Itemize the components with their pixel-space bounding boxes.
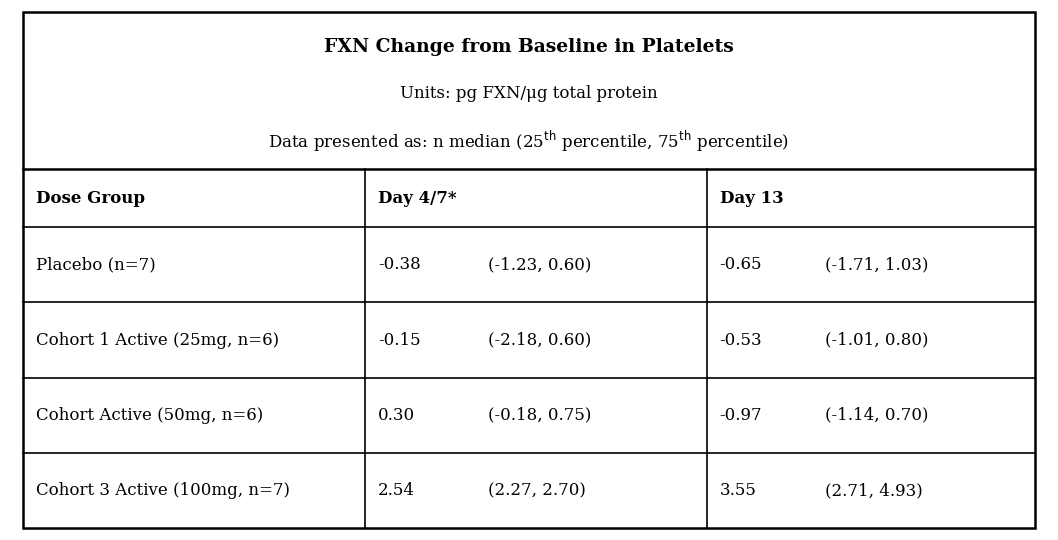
Text: Units: pg FXN/μg total protein: Units: pg FXN/μg total protein [400,85,658,102]
Text: (-1.14, 0.70): (-1.14, 0.70) [825,407,929,424]
Text: 0.30: 0.30 [378,407,415,424]
Text: Day 4/7*: Day 4/7* [378,190,456,207]
Text: (-1.71, 1.03): (-1.71, 1.03) [825,256,929,273]
Text: -0.15: -0.15 [378,332,420,348]
Text: 2.54: 2.54 [378,482,415,499]
Text: -0.65: -0.65 [719,256,762,273]
Text: (-1.23, 0.60): (-1.23, 0.60) [488,256,591,273]
Text: (-2.18, 0.60): (-2.18, 0.60) [488,332,591,348]
Text: 3.55: 3.55 [719,482,756,499]
Text: (-0.18, 0.75): (-0.18, 0.75) [488,407,591,424]
Text: Day 13: Day 13 [719,190,784,207]
Text: Cohort Active (50mg, n=6): Cohort Active (50mg, n=6) [36,407,263,424]
Text: Cohort 3 Active (100mg, n=7): Cohort 3 Active (100mg, n=7) [36,482,290,499]
Text: Data presented as: n median (25$^{\mathrm{th}}$ percentile, 75$^{\mathrm{th}}$ p: Data presented as: n median (25$^{\mathr… [269,129,789,153]
Text: (2.27, 2.70): (2.27, 2.70) [488,482,586,499]
Text: (2.71, 4.93): (2.71, 4.93) [825,482,923,499]
Text: Placebo (n=7): Placebo (n=7) [36,256,156,273]
Text: FXN Change from Baseline in Platelets: FXN Change from Baseline in Platelets [324,37,734,56]
Text: (-1.01, 0.80): (-1.01, 0.80) [825,332,929,348]
Text: Cohort 1 Active (25mg, n=6): Cohort 1 Active (25mg, n=6) [36,332,279,348]
Text: -0.53: -0.53 [719,332,763,348]
Text: -0.38: -0.38 [378,256,421,273]
Text: -0.97: -0.97 [719,407,763,424]
Text: Dose Group: Dose Group [36,190,145,207]
